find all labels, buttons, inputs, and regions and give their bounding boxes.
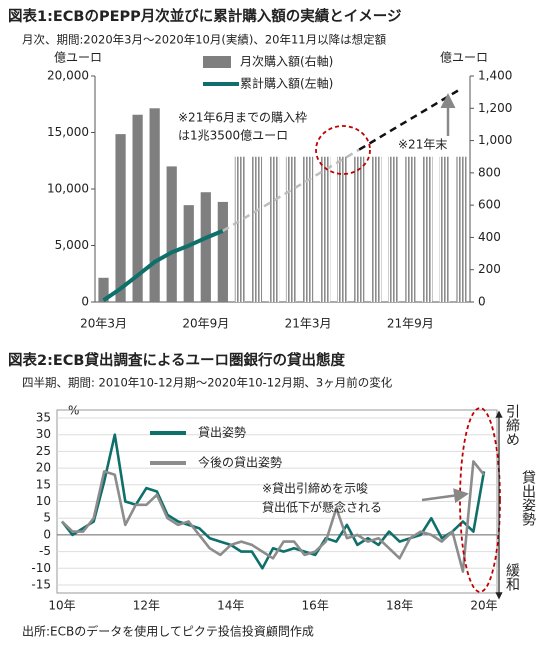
x-tick-label: 20年	[470, 599, 497, 613]
y-tick-label: 10,000	[47, 182, 89, 196]
y2-tick-label: 200	[478, 262, 501, 276]
y-tick-label: 15	[36, 477, 51, 491]
y2-tick-label: 1,400	[478, 69, 512, 83]
side-label: 緩和	[504, 563, 520, 591]
legend-label: 月次購入額(右軸)	[240, 54, 333, 69]
bar	[354, 156, 365, 302]
side-label: 貸出姿勢	[520, 470, 536, 526]
bar	[200, 192, 211, 302]
y2-tick-label: 1,200	[478, 101, 512, 115]
legend-label: 今後の貸出姿勢	[198, 455, 282, 470]
y-axis-label: 億ユーロ	[54, 51, 102, 65]
y-tick-label: 0	[81, 295, 89, 309]
bar	[371, 156, 382, 302]
y-tick-label: 5,000	[55, 238, 89, 252]
bar	[337, 156, 348, 302]
bar	[166, 166, 177, 302]
y-tick-label: 30	[36, 427, 51, 441]
legend-swatch	[203, 56, 231, 68]
bar	[456, 156, 467, 302]
bar	[251, 156, 263, 302]
annotation: ※21年6月までの購入枠	[178, 111, 307, 125]
y-tick-label: -5	[39, 544, 51, 558]
x-tick-label: 14年	[217, 599, 244, 613]
x-tick-label: 21年3月	[285, 317, 332, 331]
bar	[405, 156, 416, 302]
line	[61, 460, 486, 573]
bar	[234, 156, 245, 302]
annotation: は1兆3500億ユーロ	[178, 129, 288, 143]
legend-label: 累計購入額(左軸)	[240, 76, 333, 91]
y-tick-label: 25	[36, 444, 51, 458]
chart-title: 図表2:ECB貸出調査によるユーロ圏銀行の貸出態度	[8, 351, 346, 369]
y-tick-label: 5	[43, 511, 51, 525]
y-tick-label: -10	[31, 561, 51, 575]
y-tick-label: 20,000	[47, 69, 89, 83]
bar	[149, 108, 160, 303]
y2-tick-label: 800	[478, 165, 501, 179]
highlight-circle	[315, 125, 371, 175]
bar	[217, 201, 228, 302]
y-tick-label: 15,000	[47, 125, 89, 139]
y-tick-label: 10	[36, 494, 51, 508]
annotation: 貸出低下が懸念される	[262, 500, 382, 515]
y-tick-label: 0	[43, 527, 51, 541]
x-tick-label: 16年	[302, 599, 329, 613]
y-tick-label: -15	[31, 578, 51, 592]
y-tick-label: 20	[36, 461, 51, 475]
y2-axis-label: 億ユーロ	[440, 51, 488, 65]
bar	[132, 114, 143, 302]
x-tick-label: 18年	[386, 599, 413, 613]
legend-label: 貸出姿勢	[198, 425, 246, 440]
x-tick-label: 20年9月	[182, 317, 229, 331]
x-tick-label: 21年9月	[387, 317, 434, 331]
bar	[183, 205, 194, 302]
bar	[439, 156, 450, 302]
bar	[422, 156, 433, 302]
bar	[320, 156, 331, 302]
annotation: ※21年末	[398, 138, 447, 152]
x-tick-label: 20年3月	[80, 317, 127, 331]
chart-title: 図表1:ECBのPEPP月次並びに累計購入額の実績とイメージ	[8, 7, 402, 25]
charts: 図表1:ECBのPEPP月次並びに累計購入額の実績とイメージ月次、期間:2020…	[8, 7, 536, 639]
y2-tick-label: 600	[478, 198, 501, 212]
bar	[285, 156, 297, 302]
chart-subtitle: 四半期、期間: 2010年10-12月期～2020年10-12月期、3ヶ月前の変…	[22, 376, 393, 390]
annotation: ※貸出引締めを示唆	[262, 481, 368, 496]
side-label: 引締め	[504, 404, 520, 446]
x-tick-label: 10年	[48, 599, 75, 613]
source-note: 出所:ECBのデータを使用してピクテ投信投資顧問作成	[22, 624, 314, 639]
bar	[115, 134, 126, 302]
bar	[388, 156, 399, 302]
y2-tick-label: 1,000	[478, 133, 512, 147]
chart-subtitle: 月次、期間:2020年3月～2020年10月(実績)、20年11月以降は想定額	[22, 33, 387, 47]
x-tick-label: 12年	[133, 599, 160, 613]
y2-tick-label: 0	[478, 295, 486, 309]
bar	[302, 156, 314, 302]
y-tick-label: 35	[36, 411, 51, 425]
arrow	[421, 488, 469, 504]
bar	[268, 156, 280, 302]
bar	[98, 277, 109, 302]
y2-tick-label: 400	[478, 230, 501, 244]
line	[222, 148, 360, 232]
line	[102, 229, 224, 302]
